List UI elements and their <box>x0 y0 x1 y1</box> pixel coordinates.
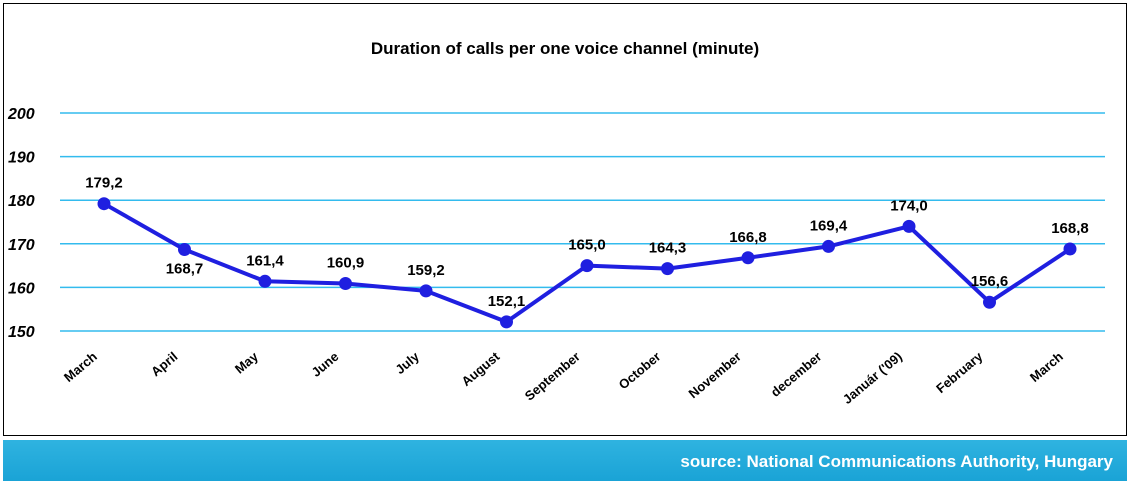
source-label: source: National Communications Authorit… <box>680 452 1113 471</box>
x-tick-label: december <box>768 349 825 400</box>
y-tick-label: 160 <box>8 280 35 297</box>
data-point <box>178 242 191 256</box>
data-label: 168,8 <box>1051 220 1089 237</box>
x-tick-label: March <box>61 349 100 385</box>
data-label: 179,2 <box>85 175 123 192</box>
x-tick-label: August <box>458 348 502 389</box>
data-label: 168,7 <box>166 260 204 277</box>
data-label: 166,8 <box>729 229 767 246</box>
data-label: 152,1 <box>488 293 526 310</box>
y-tick-label: 170 <box>8 237 35 254</box>
x-tick-label: July <box>392 348 422 377</box>
data-point <box>902 219 916 233</box>
x-tick-label: September <box>522 349 583 404</box>
y-tick-label: 180 <box>8 193 35 210</box>
x-tick-label: October <box>616 349 664 393</box>
data-label: 165,0 <box>568 237 606 254</box>
x-tick-label: February <box>933 348 986 396</box>
chart-title: Duration of calls per one voice channel … <box>371 39 759 58</box>
x-tick-label: Január ('09) <box>840 349 905 407</box>
x-tick-label: May <box>232 348 262 376</box>
y-tick-label: 200 <box>7 106 35 123</box>
data-point <box>661 262 674 276</box>
line-chart: Duration of calls per one voice channel … <box>7 39 1105 407</box>
data-point <box>1063 242 1077 256</box>
data-label: 174,0 <box>890 197 928 214</box>
data-point <box>419 284 433 298</box>
source-footer: source: National Communications Authorit… <box>3 440 1127 481</box>
y-tick-label: 190 <box>8 150 35 167</box>
x-tick-label: April <box>148 349 180 380</box>
data-point <box>822 239 835 253</box>
data-label: 161,4 <box>246 252 284 269</box>
x-tick-label: March <box>1027 349 1066 385</box>
x-tick-label: November <box>686 349 744 401</box>
data-point <box>339 276 352 290</box>
data-point <box>580 259 594 273</box>
data-point <box>258 274 272 288</box>
data-label: 160,9 <box>327 254 365 271</box>
x-tick-label: June <box>309 349 342 380</box>
data-label: 164,3 <box>649 240 687 257</box>
y-tick-label: 150 <box>8 324 35 341</box>
chart-frame <box>3 3 1127 436</box>
data-point <box>983 295 996 309</box>
data-label: 159,2 <box>407 262 445 279</box>
data-label: 156,6 <box>971 273 1009 290</box>
data-point <box>97 197 111 211</box>
data-point <box>741 251 755 265</box>
data-label: 169,4 <box>810 217 848 234</box>
data-point <box>500 315 513 329</box>
